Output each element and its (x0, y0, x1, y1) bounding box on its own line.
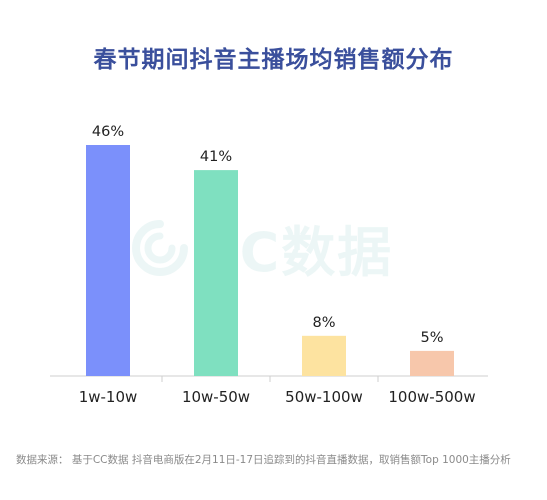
bar-100w-500w (410, 350, 454, 376)
x-tick-label-100w-500w: 100w-500w (388, 388, 475, 406)
data-label-10w-50w: 41% (200, 149, 232, 165)
bar-50w-100w (302, 335, 346, 376)
watermark-logo-icon (132, 219, 188, 276)
x-tick-label-10w-50w: 10w-50w (182, 388, 250, 406)
bar-1w-10w (86, 145, 130, 376)
source-note: 数据来源： 基于CC数据 抖音电商版在2月11日-17日追踪到的抖音直播数据，取… (16, 454, 511, 466)
bar-chart: 46% 1w-10w 41% 10w-50w 8% 50w-100w 5% 100w-500w (50, 124, 488, 406)
bar-10w-50w (194, 170, 238, 376)
chart-title: 春节期间抖音主播场均销售额分布 (93, 47, 454, 73)
bars-group: 46% 1w-10w 41% 10w-50w 8% 50w-100w 5% 100w-500w (79, 124, 476, 406)
data-label-1w-10w: 46% (92, 124, 124, 140)
data-label-50w-100w: 8% (312, 315, 335, 331)
x-tick-label-50w-100w: 50w-100w (285, 388, 363, 406)
data-label-100w-500w: 5% (420, 330, 443, 346)
x-tick-label-1w-10w: 1w-10w (79, 388, 138, 406)
